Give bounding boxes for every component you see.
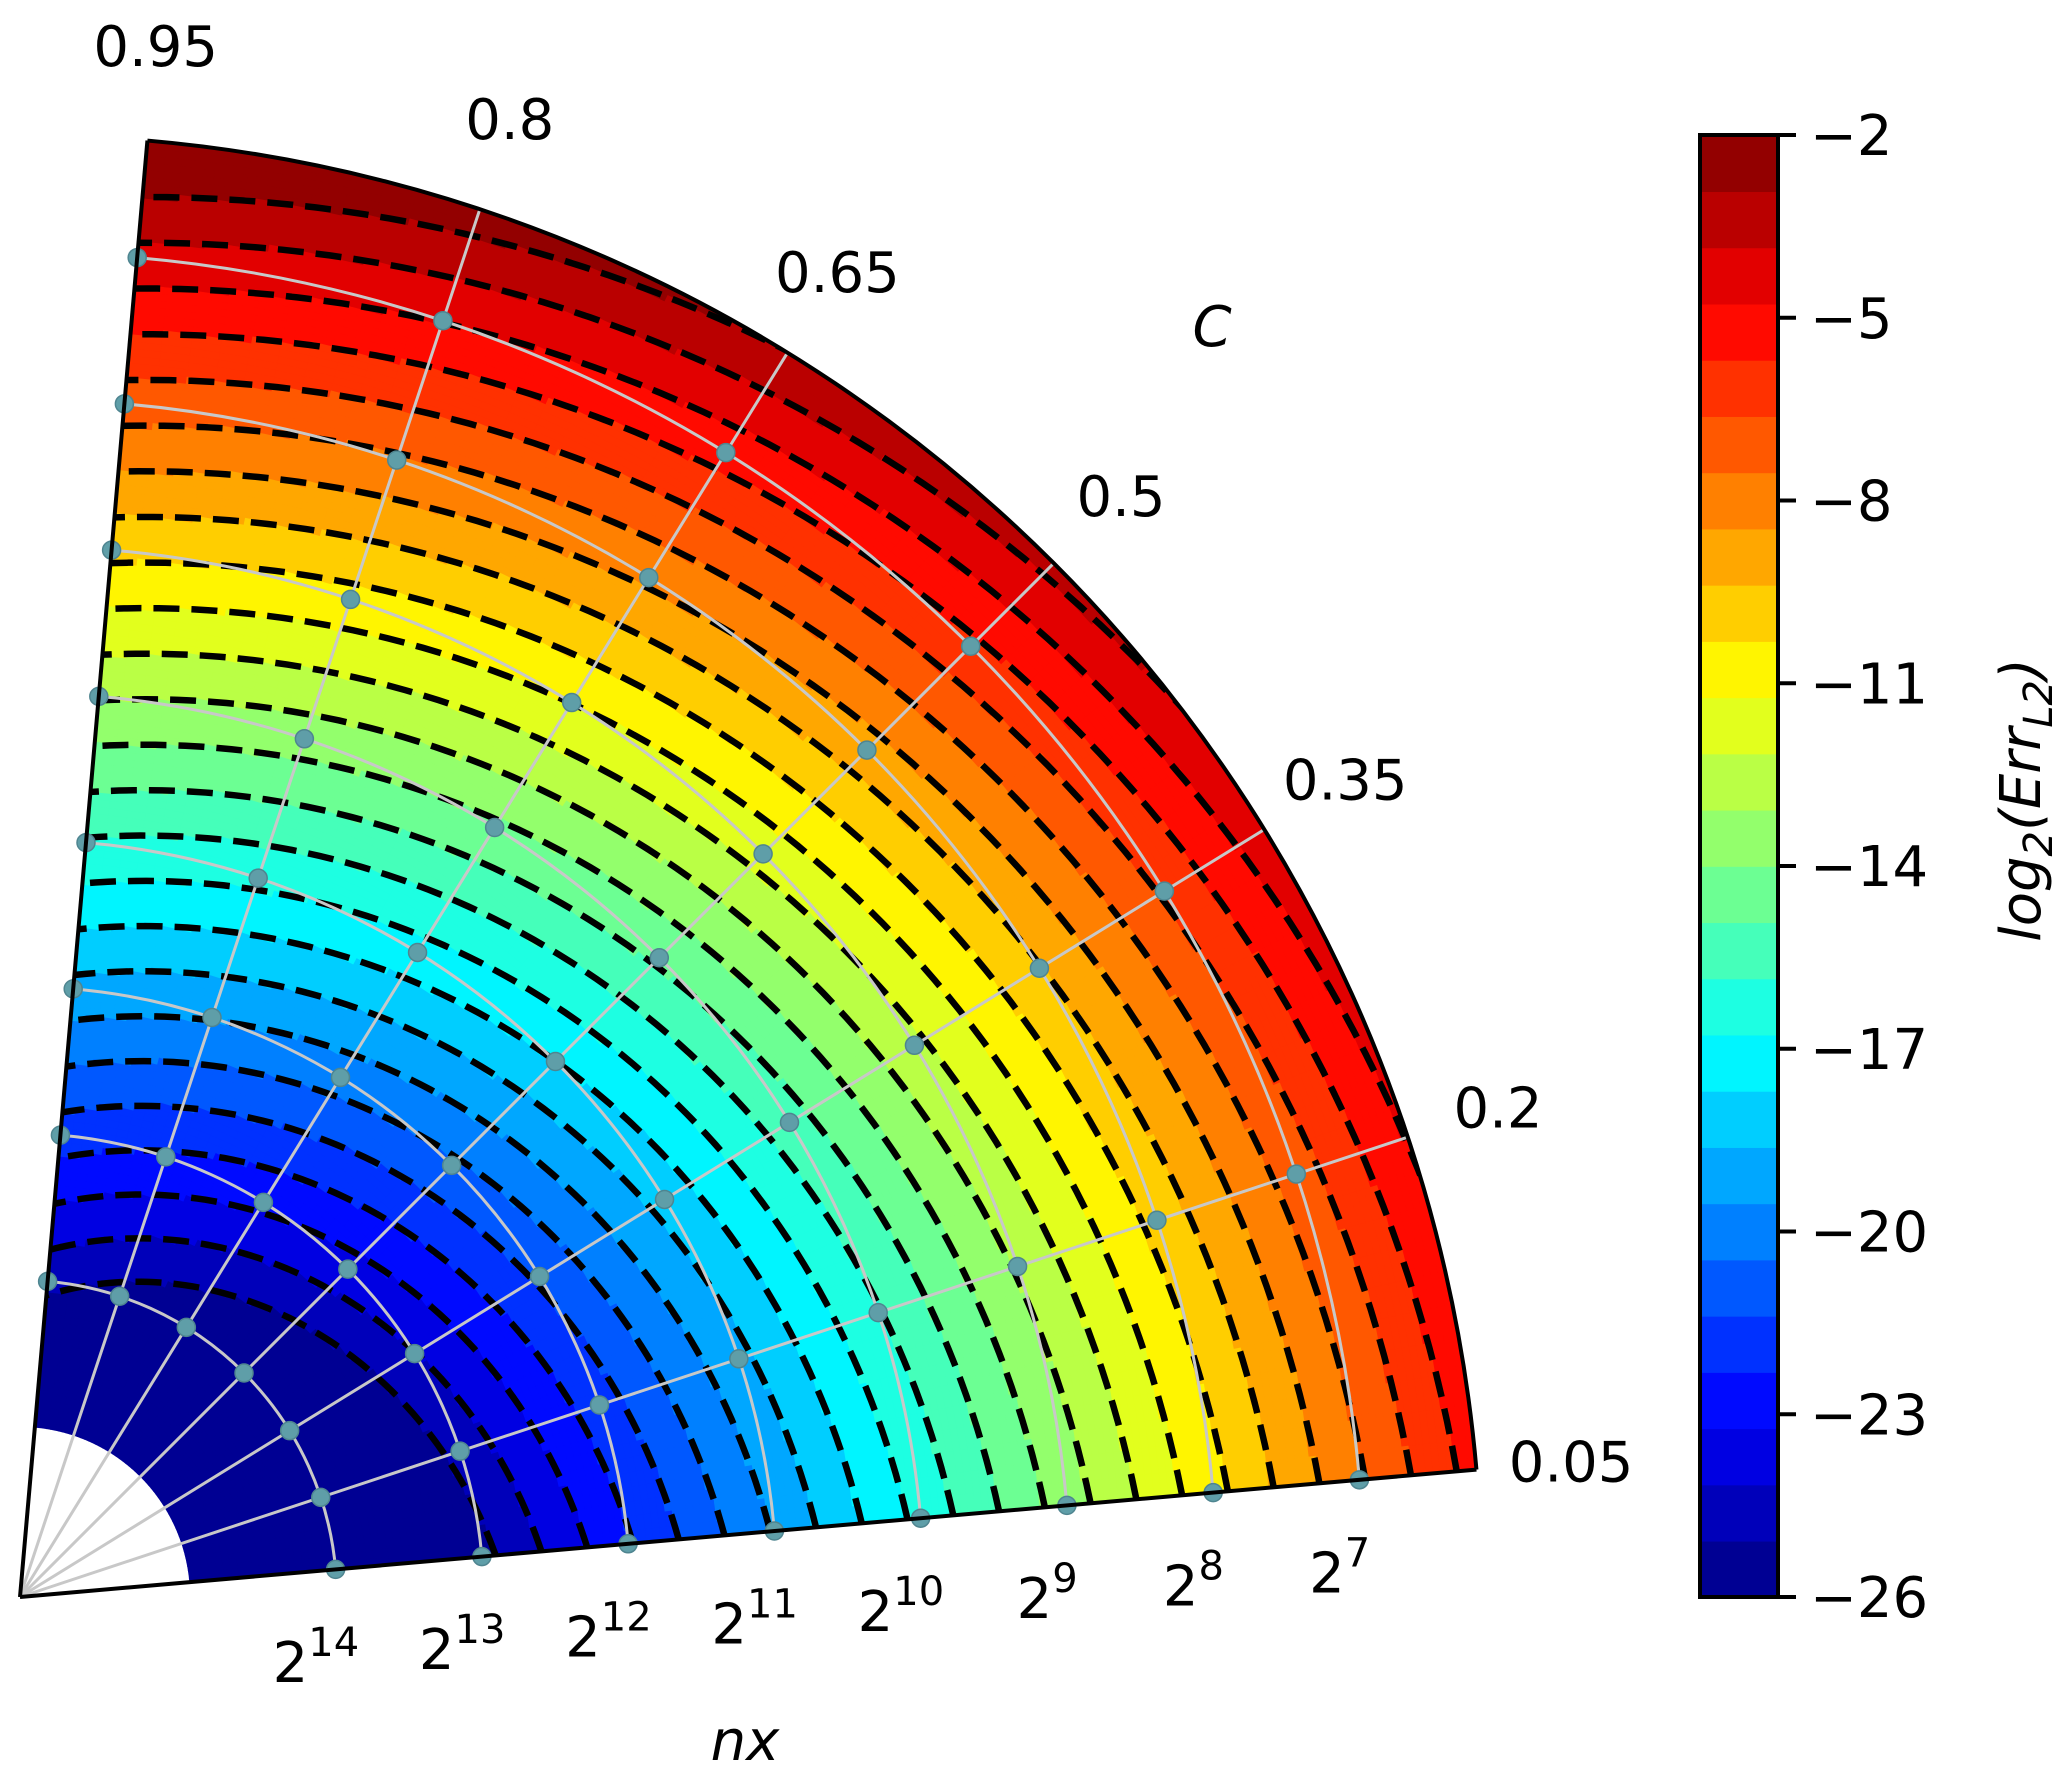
contour-cell (44, 1363, 52, 1373)
contour-cell (46, 1385, 54, 1395)
contour-cell (58, 1343, 67, 1353)
contour-cell (39, 1406, 47, 1415)
contour-cell (47, 1378, 55, 1388)
contour-cell (39, 1413, 46, 1423)
contour-cell (49, 1363, 58, 1374)
contour-cell (80, 1430, 88, 1441)
contour-cell (266, 1562, 276, 1571)
contour-cell (237, 1566, 247, 1574)
contour-cell (178, 1532, 188, 1541)
contour-cell (258, 1563, 269, 1571)
contour-cell (52, 1342, 61, 1352)
contour-cell (43, 1377, 50, 1387)
contour-cell (45, 1356, 53, 1366)
contour-cell (223, 1568, 233, 1575)
contour-cell (230, 1567, 240, 1574)
contour-cell (41, 1391, 48, 1401)
contour-cell (176, 1529, 187, 1537)
contour-cell (184, 1530, 195, 1538)
contour-cell (183, 1526, 193, 1535)
contour-cell (272, 1555, 282, 1564)
contour-cell (45, 1399, 52, 1409)
contour-cell (244, 1565, 254, 1573)
contour-fill-layer (34, 140, 1477, 1583)
contour-cell (273, 1561, 283, 1570)
contour-cell (76, 1429, 85, 1439)
contour-cell (48, 1370, 57, 1381)
contour-cell (251, 1558, 261, 1567)
contour-cell (42, 1384, 49, 1394)
contour-cell (251, 1564, 261, 1572)
contour-cell (51, 1349, 60, 1359)
contour-cell (57, 1350, 66, 1360)
contour-cell (56, 1357, 64, 1367)
contour-cell (46, 1341, 55, 1351)
contour-cell (265, 1556, 275, 1565)
contour-cell (191, 1527, 202, 1536)
contour-cell (50, 1356, 59, 1366)
contour-cell (81, 1415, 90, 1426)
contour-cell (43, 1370, 51, 1380)
contour-cell (40, 1398, 47, 1408)
contour-cell (46, 1392, 53, 1402)
contour-cell (44, 1406, 51, 1416)
contour-cell (38, 1420, 45, 1430)
contour-cell (82, 1424, 91, 1434)
contour-cell (53, 1371, 62, 1381)
contour-cell (79, 1422, 87, 1433)
contour-cell (55, 1364, 63, 1374)
contour-cell (181, 1544, 192, 1552)
contour-cell (258, 1557, 268, 1566)
contour-cell (46, 1348, 54, 1359)
